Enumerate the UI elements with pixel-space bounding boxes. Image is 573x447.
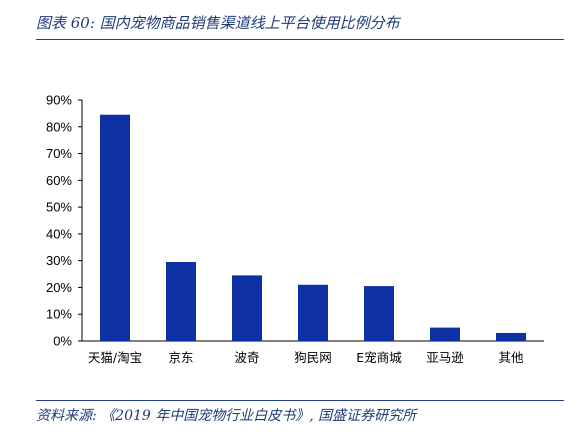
bar-chart: 0% 10% 20% 30% 40% 50% 60% 70% 80% 90% 天猫/淘宝 京东 波奇 狗民… xyxy=(46,93,544,365)
y-tick-label: 90% xyxy=(46,93,72,108)
bar xyxy=(166,262,196,341)
y-tick-label: 50% xyxy=(46,200,72,215)
y-tick-label: 70% xyxy=(46,146,72,161)
bar xyxy=(100,114,130,341)
y-tick-label: 40% xyxy=(46,226,72,241)
footer-divider xyxy=(36,400,564,401)
bar xyxy=(298,284,328,341)
y-tick-label: 0% xyxy=(53,334,72,349)
bar xyxy=(364,286,394,341)
y-tick-label: 20% xyxy=(46,280,72,295)
source-note: 资料来源: 《2019 年中国宠物行业白皮书》, 国盛证券研究所 xyxy=(36,408,417,424)
x-tick-label: E宠商城 xyxy=(356,350,402,365)
x-tick-label: 亚马逊 xyxy=(426,350,464,365)
y-tick-label: 60% xyxy=(46,173,72,188)
bar xyxy=(232,275,262,341)
y-tick-label: 80% xyxy=(46,119,72,134)
x-tick-label: 京东 xyxy=(168,350,193,365)
chart-title: 图表 60: 国内宠物商品销售渠道线上平台使用比例分布 xyxy=(36,14,400,32)
x-tick-label: 天猫/淘宝 xyxy=(88,350,142,365)
x-tick-label: 波奇 xyxy=(234,350,259,365)
x-tick-label: 其他 xyxy=(498,350,524,365)
bar xyxy=(496,332,526,341)
y-tick-label: 30% xyxy=(46,253,72,268)
y-tick-label: 10% xyxy=(46,307,72,322)
bar xyxy=(430,327,460,341)
x-tick-label: 狗民网 xyxy=(294,350,332,365)
title-divider xyxy=(36,39,564,40)
